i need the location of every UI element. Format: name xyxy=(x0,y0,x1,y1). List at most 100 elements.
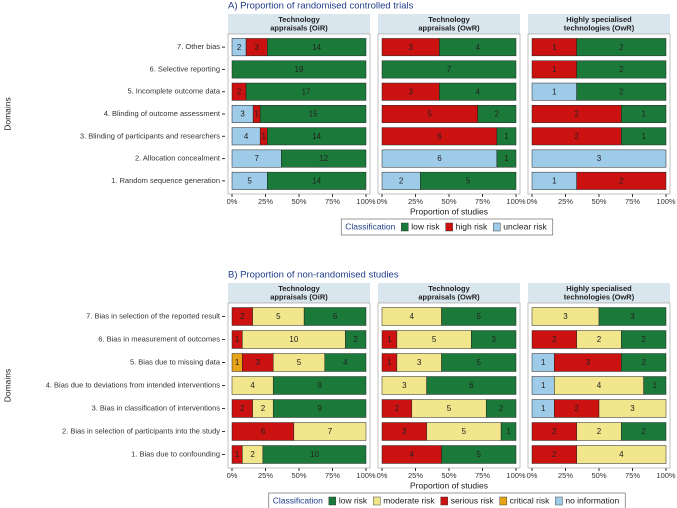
value-label: 5 xyxy=(432,335,437,344)
bar-segment xyxy=(441,353,517,372)
facet-title: appraisals (OiR) xyxy=(270,292,328,301)
value-label: 5 xyxy=(428,110,433,119)
legend-label: no information xyxy=(565,495,619,505)
x-axis-label: Proportion of studies xyxy=(410,480,488,490)
value-label: 2 xyxy=(574,110,579,119)
bar-segment xyxy=(621,422,667,441)
value-label: 3 xyxy=(630,404,635,413)
bar-segment xyxy=(531,149,667,168)
value-label: 4 xyxy=(475,43,480,52)
x-tick-label: 0% xyxy=(377,197,388,206)
y-tick-label: 7. Bias in selection of the reported res… xyxy=(86,311,221,320)
value-label: 2 xyxy=(552,335,557,344)
x-tick-label: 25% xyxy=(408,471,423,480)
bar-segment xyxy=(281,149,367,168)
legend-swatch xyxy=(499,496,507,506)
legend-swatch xyxy=(440,496,448,506)
value-label: 1 xyxy=(541,358,546,367)
x-tick-label: 75% xyxy=(325,197,340,206)
value-label: 5 xyxy=(462,427,467,436)
bar-segment xyxy=(267,38,367,57)
y-tick-label: 4. Bias due to deviations from intended … xyxy=(46,380,221,389)
legend-swatch xyxy=(401,222,409,232)
value-label: 1 xyxy=(235,450,240,459)
legend-swatch xyxy=(328,496,337,506)
facet-strip xyxy=(528,283,670,303)
value-label: 9 xyxy=(317,381,322,390)
y-tick-label: 3. Bias in classification of interventio… xyxy=(92,403,221,412)
value-label: 2 xyxy=(574,404,579,413)
value-label: 4 xyxy=(244,132,249,141)
value-label: 6 xyxy=(333,312,338,321)
bar-segment xyxy=(441,307,517,326)
x-tick-label: 75% xyxy=(625,197,640,206)
bar-segment xyxy=(272,399,367,418)
value-label: 3 xyxy=(586,358,591,367)
x-tick-label: 75% xyxy=(475,197,490,206)
value-label: 4 xyxy=(410,450,415,459)
x-tick-label: 0% xyxy=(527,471,538,480)
x-tick-label: 25% xyxy=(408,197,423,206)
facet-title: Technology xyxy=(428,15,470,24)
y-tick-label: 5. Bias due to missing data xyxy=(130,357,221,366)
panel-title: B) Proportion of non-randomised studies xyxy=(228,270,399,281)
x-tick-label: 25% xyxy=(558,471,573,480)
x-tick-label: 100% xyxy=(656,471,676,480)
value-label: 1 xyxy=(541,381,546,390)
value-label: 5 xyxy=(297,358,302,367)
legend-box xyxy=(268,492,626,508)
value-label: 2 xyxy=(619,176,624,185)
value-label: 3 xyxy=(597,154,602,163)
value-label: 2 xyxy=(641,335,646,344)
value-label: 1 xyxy=(262,132,267,141)
facet-title: technologies (OwR) xyxy=(564,23,635,32)
bar-segment xyxy=(293,422,367,441)
value-label: 3 xyxy=(402,427,407,436)
y-tick-label: 2. Bias in selection of participants int… xyxy=(62,426,220,435)
bar-segment xyxy=(245,82,367,101)
bar-segment xyxy=(621,105,667,123)
value-label: 2 xyxy=(353,335,358,344)
value-label: 2 xyxy=(641,358,646,367)
bar-segment xyxy=(576,82,667,101)
value-label: 2 xyxy=(399,176,404,185)
legend-label: serious risk xyxy=(451,495,495,505)
x-tick-label: 100% xyxy=(656,197,676,206)
bar-segment xyxy=(441,445,517,464)
bar-segment xyxy=(485,399,517,418)
bar-segment xyxy=(500,422,517,441)
y-axis-label: Domains xyxy=(2,97,12,131)
value-label: 19 xyxy=(295,65,304,74)
value-label: 2 xyxy=(240,404,245,413)
value-label: 2 xyxy=(495,110,500,119)
value-label: 1 xyxy=(387,335,392,344)
value-label: 14 xyxy=(312,176,321,185)
value-label: 2 xyxy=(395,404,400,413)
value-label: 7 xyxy=(447,65,452,74)
value-label: 2 xyxy=(619,43,624,52)
y-tick-label: 7. Other bias xyxy=(177,42,220,51)
legend-swatch xyxy=(555,496,563,506)
x-tick-label: 25% xyxy=(258,471,273,480)
bar-segment xyxy=(303,307,367,326)
facet-strip xyxy=(378,14,520,34)
x-tick-label: 75% xyxy=(475,471,490,480)
value-label: 3 xyxy=(630,312,635,321)
value-label: 7 xyxy=(328,427,333,436)
legend-swatch xyxy=(493,222,501,232)
bar-segment xyxy=(621,330,667,349)
value-label: 2 xyxy=(237,43,242,52)
value-label: 3 xyxy=(402,381,407,390)
legend-title: Classification xyxy=(273,495,323,505)
value-label: 2 xyxy=(237,87,242,96)
y-tick-label: 3. Blinding of participants and research… xyxy=(80,131,220,140)
legend-label: critical risk xyxy=(510,495,550,505)
value-label: 1 xyxy=(552,65,557,74)
x-tick-label: 0% xyxy=(377,471,388,480)
x-tick-label: 50% xyxy=(291,197,306,206)
value-label: 1 xyxy=(552,43,557,52)
value-label: 5 xyxy=(477,312,482,321)
value-label: 5 xyxy=(447,404,452,413)
x-tick-label: 100% xyxy=(506,471,526,480)
